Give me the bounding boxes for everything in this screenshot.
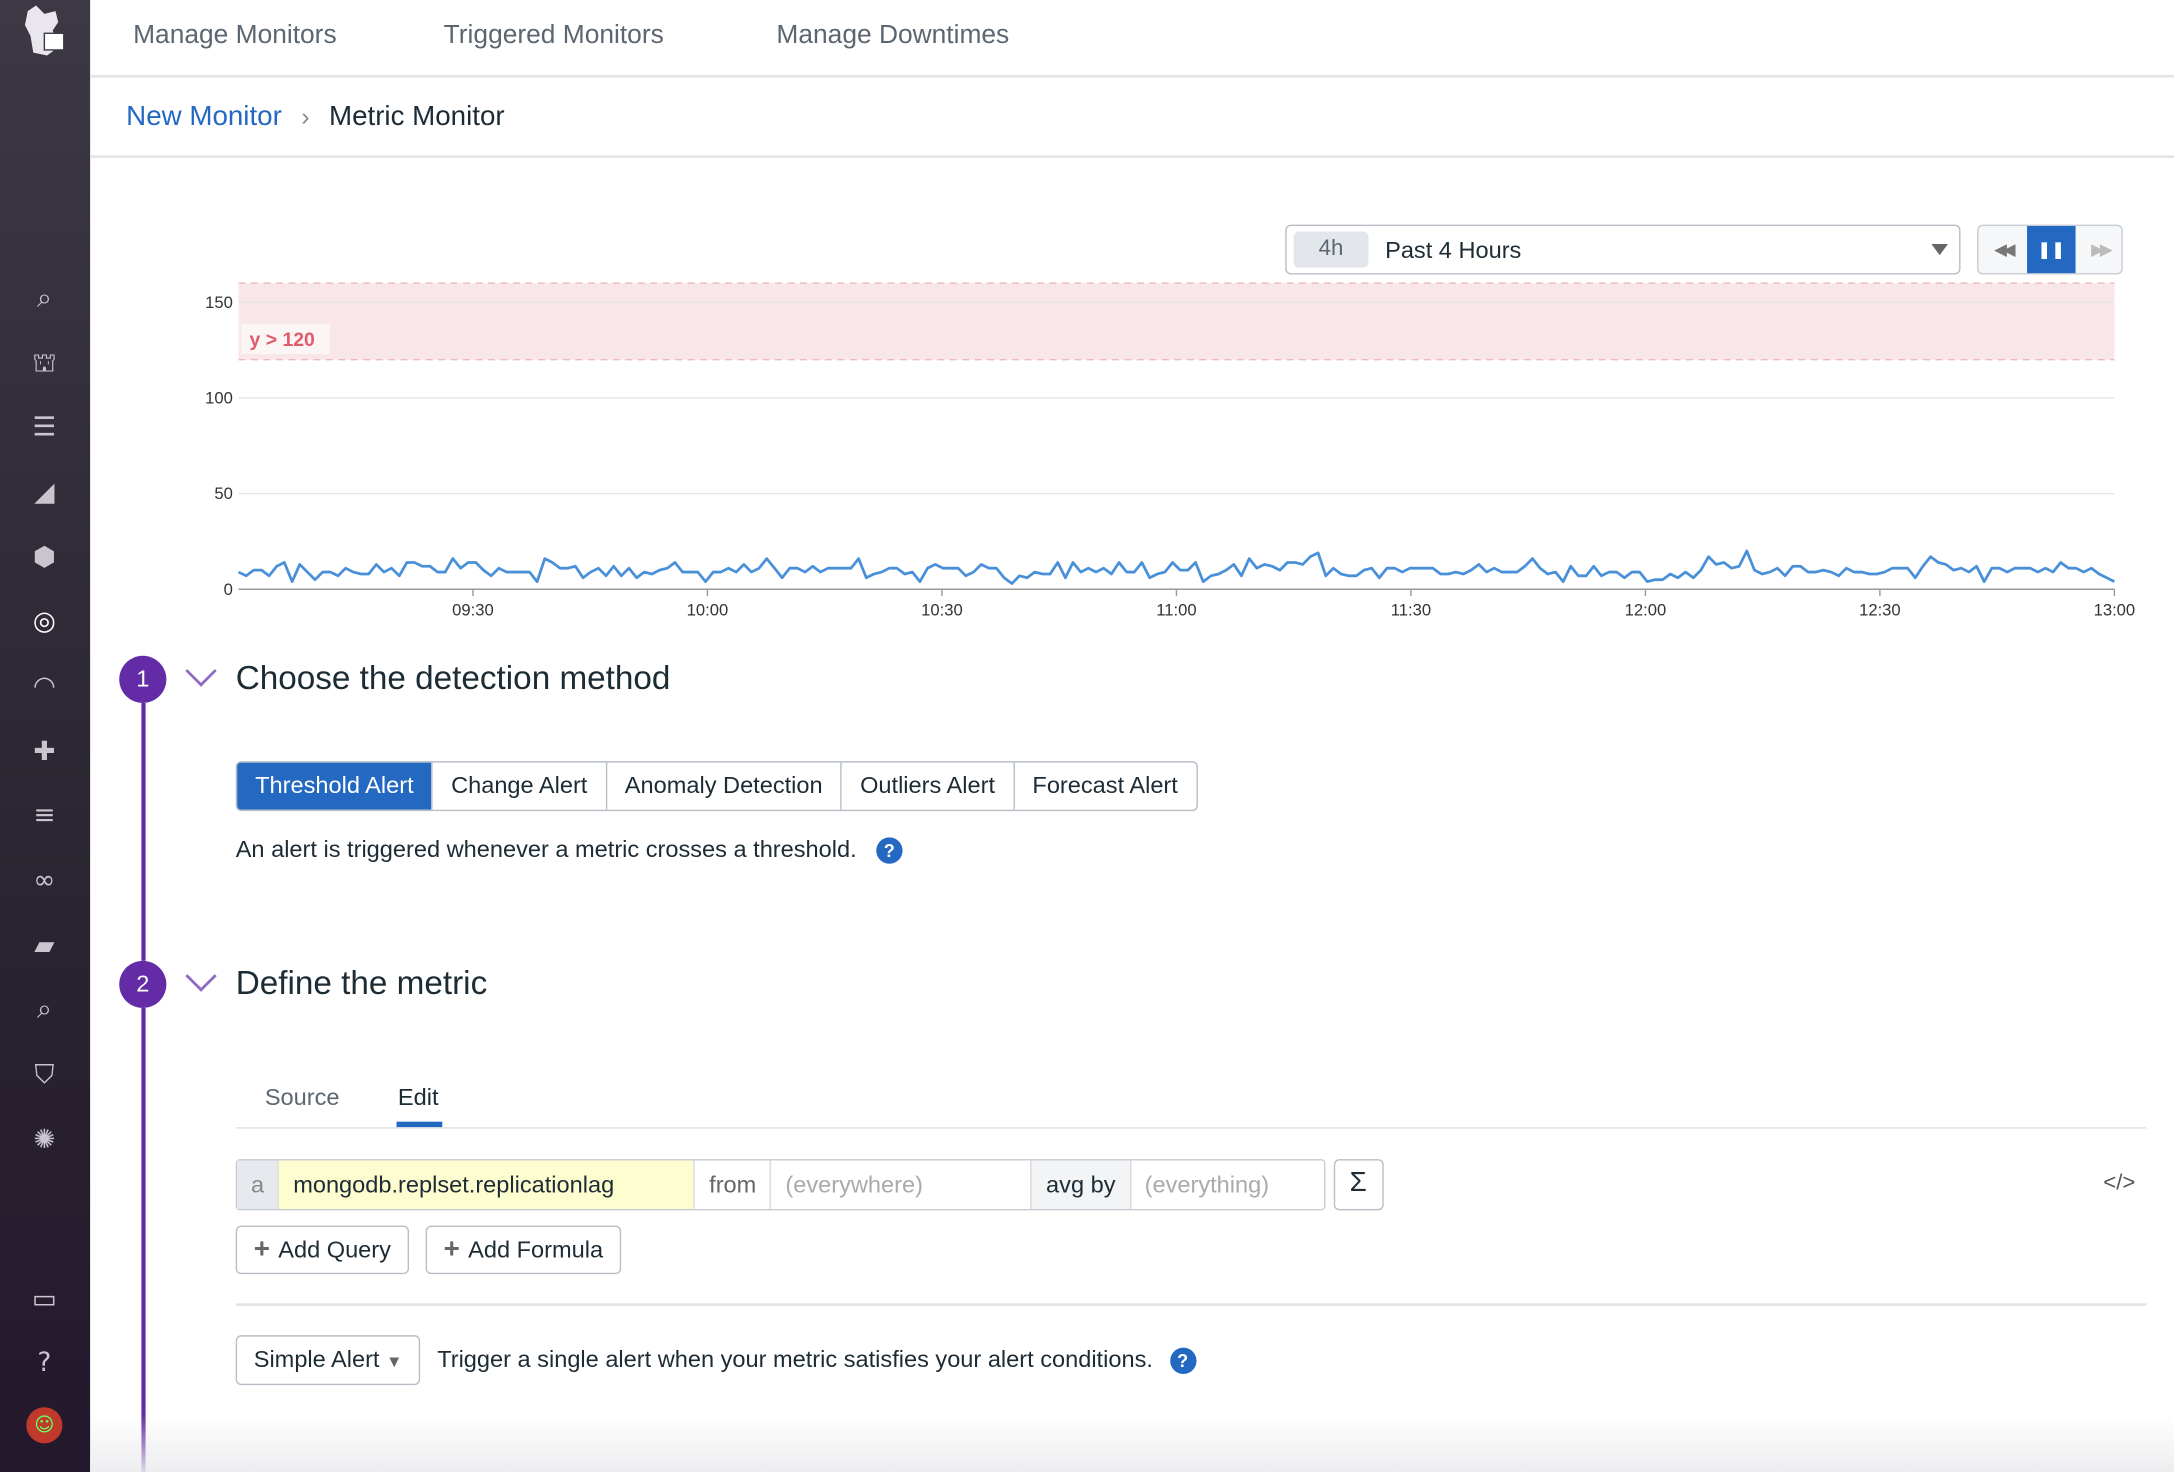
from-label: from	[693, 1160, 770, 1210]
method-description-row: An alert is triggered whenever a metric …	[236, 836, 903, 864]
tab-source[interactable]: Source	[264, 1084, 340, 1111]
time-range-picker[interactable]: 4h Past 4 Hours	[1285, 224, 1961, 275]
breadcrumb: New Monitor › Metric Monitor	[90, 78, 2174, 159]
metric-chart: 0 50 100 150 y > 120 09:30 10:00 10:30 11:00 11:3…	[205, 282, 2136, 620]
threshold-label: y > 120	[250, 329, 315, 351]
nav-manage-monitors[interactable]: Manage Monitors	[133, 20, 337, 50]
nav-triggered-monitors[interactable]: Triggered Monitors	[443, 20, 664, 50]
alert-type-description: Trigger a single alert when your metric …	[437, 1346, 1153, 1373]
add-formula-label: Add Formula	[468, 1236, 604, 1264]
alert-type-label: Simple Alert	[253, 1346, 380, 1373]
step-2-badge: 2	[119, 960, 167, 1008]
playback-controls: ◀◀ ❚❚ ▶▶	[1977, 224, 2123, 275]
method-outliers-alert[interactable]: Outliers Alert	[840, 762, 1013, 810]
method-anomaly-detection[interactable]: Anomaly Detection	[605, 762, 840, 810]
threshold-label-bg	[241, 323, 330, 355]
alert-type-row: Simple Alert ▼ Trigger a single alert wh…	[235, 1335, 1196, 1386]
breadcrumb-separator: ›	[301, 101, 310, 130]
time-range-chip: 4h	[1293, 231, 1369, 268]
step-1-title: Choose the detection method	[235, 659, 671, 698]
threshold-band	[238, 283, 2115, 360]
gauge-icon[interactable]: ◠	[32, 671, 56, 702]
alert-type-dropdown[interactable]: Simple Alert ▼	[235, 1335, 421, 1386]
fast-forward-icon[interactable]: ▶▶	[2091, 239, 2112, 260]
metric-input[interactable]: mongodb.replset.replicationlag	[277, 1160, 694, 1210]
filter-icon[interactable]: ≡	[33, 799, 56, 831]
step-2-title: Define the metric	[235, 964, 488, 1003]
link-icon[interactable]: ∞	[33, 865, 56, 896]
x-tick-label: 13:00	[2094, 601, 2136, 620]
plus-icon: +	[443, 1233, 460, 1265]
tab-edit[interactable]: Edit	[397, 1084, 439, 1111]
help-icon[interactable]: ?	[876, 836, 903, 864]
datadog-logo[interactable]	[17, 3, 75, 61]
method-forecast-alert[interactable]: Forecast Alert	[1013, 762, 1196, 810]
x-tick-label: 12:30	[1859, 601, 1901, 620]
step-connector	[141, 702, 146, 961]
plus-icon: +	[253, 1233, 270, 1265]
query-letter: a	[237, 1160, 278, 1210]
x-tick-label: 11:00	[1156, 601, 1196, 620]
chevron-down-icon[interactable]	[185, 960, 217, 992]
method-description: An alert is triggered whenever a metric …	[235, 836, 857, 863]
help-icon[interactable]: ?	[1169, 1346, 1196, 1374]
avatar[interactable]: ☺	[26, 1407, 63, 1444]
from-input[interactable]: (everywhere)	[770, 1160, 1031, 1210]
y-tick-label: 150	[205, 293, 233, 312]
query-row: a mongodb.replset.replicationlag from (e…	[235, 1159, 1325, 1211]
x-tick-label: 10:30	[921, 601, 963, 620]
y-tick-label: 0	[224, 580, 233, 599]
hexagons-icon[interactable]: ⬢	[32, 542, 56, 573]
shield-icon[interactable]: ⛉	[34, 1059, 55, 1090]
y-tick-label: 50	[214, 484, 233, 503]
add-buttons-row: + Add Query + Add Formula	[235, 1225, 622, 1275]
help-icon[interactable]: ?	[37, 1347, 52, 1379]
caret-down-icon: ▼	[386, 1351, 403, 1372]
time-range-label: Past 4 Hours	[1385, 237, 1522, 264]
query-editor: a mongodb.replset.replicationlag from (e…	[235, 1159, 1384, 1211]
chevron-down-icon[interactable]	[185, 655, 217, 687]
avg-by-input[interactable]: (everything)	[1129, 1160, 1323, 1210]
chart-icon[interactable]: ◢	[34, 476, 55, 508]
add-formula-button[interactable]: + Add Formula	[425, 1225, 622, 1275]
method-threshold-alert[interactable]: Threshold Alert	[237, 762, 432, 810]
detection-method-group: Threshold Alert Change Alert Anomaly Det…	[235, 761, 1198, 812]
active-tab-indicator	[396, 1121, 443, 1128]
tab-divider	[235, 1127, 2147, 1129]
x-tick-label: 10:00	[687, 601, 729, 620]
nav-manage-downtimes[interactable]: Manage Downtimes	[776, 20, 1010, 50]
divider	[235, 1303, 2147, 1307]
method-change-alert[interactable]: Change Alert	[431, 762, 606, 810]
x-tick-label: 09:30	[452, 601, 494, 620]
x-tick-label: 11:30	[1391, 601, 1431, 620]
binoculars-icon[interactable]: ⛫	[32, 348, 57, 379]
puzzle-icon[interactable]: ✚	[33, 736, 56, 767]
pause-icon[interactable]: ❚❚	[2027, 225, 2076, 274]
x-tick-label: 12:00	[1625, 601, 1667, 620]
chat-icon[interactable]: ▭	[31, 1283, 57, 1315]
step-1-badge: 1	[119, 655, 167, 703]
gear-cluster-icon[interactable]: ✺	[33, 1124, 56, 1155]
rewind-icon[interactable]: ◀◀	[1994, 239, 2015, 260]
list-icon[interactable]: ☰	[32, 411, 57, 443]
add-query-button[interactable]: + Add Query	[235, 1225, 409, 1275]
y-tick-label: 100	[205, 388, 233, 407]
avg-by-label: avg by	[1030, 1160, 1130, 1210]
sidebar: ⌕ ⛫ ☰ ◢ ⬢ ◎ ◠ ✚ ≡ ∞ ▰ ⌕ ⛉ ✺ ▭ ? ☺	[0, 0, 91, 1472]
series-line	[237, 549, 2116, 585]
code-icon[interactable]: </>	[2103, 1171, 2136, 1196]
function-sigma-button[interactable]: Σ	[1333, 1159, 1384, 1211]
caret-down-icon	[1931, 244, 1949, 256]
breadcrumb-current: Metric Monitor	[328, 100, 505, 132]
bottom-fade	[90, 1414, 2174, 1472]
breadcrumb-new-monitor[interactable]: New Monitor	[126, 100, 282, 132]
add-query-label: Add Query	[278, 1236, 391, 1264]
notebook-icon[interactable]: ▰	[34, 930, 55, 961]
search-icon[interactable]: ⌕	[36, 282, 52, 314]
top-nav: Manage Monitors Triggered Monitors Manag…	[90, 0, 2174, 78]
search-list-icon[interactable]: ⌕	[36, 994, 52, 1025]
monitor-target-icon[interactable]: ◎	[32, 605, 56, 637]
step-connector	[141, 1007, 146, 1472]
